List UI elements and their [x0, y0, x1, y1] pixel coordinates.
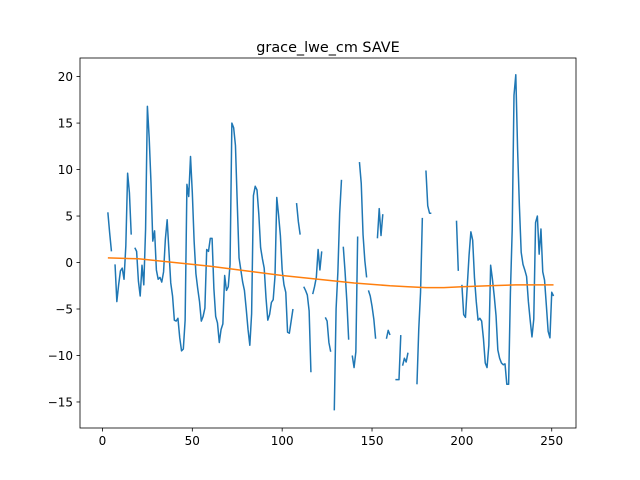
y-tick-label: 20 — [58, 70, 73, 84]
x-tick-label: 0 — [99, 434, 107, 448]
observed-series-line — [455, 220, 460, 271]
trend-series-line — [107, 257, 554, 289]
observed-series-line — [385, 329, 391, 339]
observed-series-line — [342, 246, 350, 340]
y-axis: −15 −10 −5 0 5 10 15 20 — [48, 70, 80, 409]
observed-series-line — [134, 105, 294, 352]
observed-series-line — [395, 335, 402, 381]
observed-series-line — [114, 172, 132, 303]
observed-series-line — [295, 202, 301, 235]
observed-series-line — [333, 179, 343, 411]
y-tick-label: −5 — [55, 302, 73, 316]
observed-series-line — [351, 236, 359, 369]
x-tick-label: 150 — [361, 434, 384, 448]
x-tick-label: 250 — [540, 434, 563, 448]
x-axis: 0 50 100 150 200 250 — [99, 428, 563, 448]
observed-series-line — [461, 73, 555, 386]
observed-series-line — [107, 212, 113, 252]
y-tick-label: −15 — [48, 395, 73, 409]
y-tick-label: −10 — [48, 349, 73, 363]
observed-series-line — [416, 217, 424, 385]
y-tick-label: 5 — [65, 209, 73, 223]
plot-frame — [79, 57, 577, 429]
x-tick-label: 200 — [450, 434, 473, 448]
y-tick-label: 10 — [58, 163, 73, 177]
chart-title: grace_lwe_cm SAVE — [256, 40, 399, 56]
x-tick-label: 100 — [271, 434, 294, 448]
observed-series-line — [358, 162, 368, 278]
y-tick-label: 0 — [65, 256, 73, 270]
y-tick-label: 15 — [58, 116, 73, 130]
observed-series-line — [401, 352, 409, 366]
observed-series-line — [367, 290, 377, 339]
observed-series-line — [376, 207, 384, 239]
observed-series-line — [311, 248, 323, 295]
observed-series-line — [303, 286, 312, 373]
x-tick-label: 50 — [185, 434, 200, 448]
series-layer — [107, 73, 555, 411]
observed-series-line — [425, 170, 432, 214]
observed-series-line — [324, 317, 332, 352]
